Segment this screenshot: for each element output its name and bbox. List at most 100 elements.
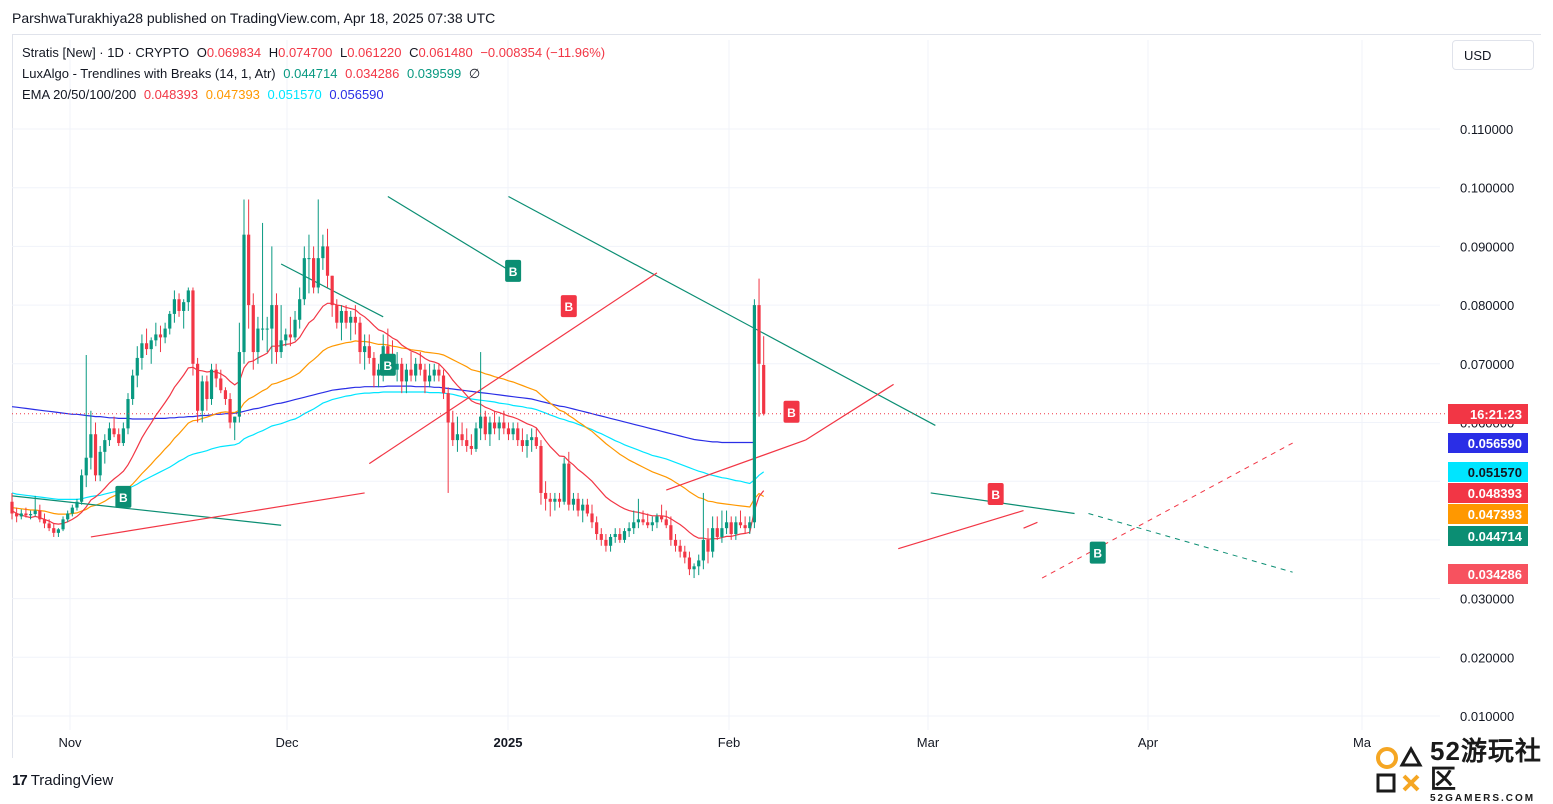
candle-body [650,522,654,526]
candle-body [270,305,274,329]
candle-body [492,422,497,429]
x-tick-label: Apr [1138,735,1159,750]
luxalgo-value-3: 0.039599 [406,66,462,81]
candle-body [715,528,719,537]
candle-body [646,522,650,526]
price-axis-label [1448,462,1528,482]
candle-body [618,534,622,540]
candle-body [284,334,288,341]
trendline [387,195,509,271]
watermark-title: 52游玩社区 [1430,735,1542,794]
candle-body [325,246,330,276]
candle-body [525,440,529,446]
candle-body [479,416,483,429]
trendline [898,509,1024,550]
candle-body [483,416,487,435]
candle-body [233,416,237,423]
candle-body [655,516,659,523]
candle-body [353,316,357,323]
candle-body [135,357,139,376]
candle-body [376,369,381,376]
candle-body [595,522,599,535]
break-marker-label: B [787,406,796,420]
candle-body [673,539,678,546]
candle-body [400,363,404,382]
candle-body [89,434,93,458]
ema-name[interactable]: EMA 20/50/100/200 [22,87,137,102]
trendline-projection [1088,513,1293,573]
candle-body [724,522,729,529]
break-marker [379,353,396,376]
x-tick-label: Mar [917,735,940,750]
candle-body [530,437,534,441]
luxalgo-name[interactable]: LuxAlgo - Trendlines with Breaks (14, 1,… [22,66,276,81]
currency-button[interactable]: USD [1452,40,1534,70]
candle-body [256,328,260,353]
ema100-value: 0.051570 [267,87,322,102]
candle-body [757,305,761,364]
candle-body [260,328,265,330]
symbol-name[interactable]: Stratis [New] · 1D · CRYPTO [22,45,190,60]
y-tick-label: 0.110000 [1460,122,1513,137]
candle-body [279,340,283,353]
candle-body [56,529,60,533]
candle-body [683,551,687,558]
tradingview-logo[interactable]: 17 TradingView [12,772,113,789]
luxalgo-value-4: ∅ [468,66,481,81]
candle-body [177,299,181,311]
legend-ema-row[interactable]: EMA 20/50/100/200 0.048393 0.047393 0.05… [22,87,388,102]
candle-body [678,545,682,552]
candle-body [112,428,116,435]
candle-body [107,428,112,441]
candle-body [608,536,613,546]
trendline-projection [1041,442,1293,579]
candle-body [372,357,376,376]
candle-body [748,522,752,529]
close-key: C [409,45,419,60]
candle-body [28,514,33,516]
y-tick-label: 0.090000 [1460,239,1514,254]
candle-body [553,498,557,502]
candle-body [441,375,446,394]
candle-body [488,422,492,435]
candle-body [465,440,469,446]
candle-body [581,504,585,511]
candle-body [636,519,640,523]
candle-body [70,507,74,514]
candle-body [349,316,353,323]
candle-body [339,310,344,323]
candle-body [302,258,306,300]
break-marker-label: B [119,491,128,505]
x-tick-label: Nov [58,735,82,750]
candle-body [19,513,23,517]
candle-body [502,422,506,429]
price-change: −0.008354 (−11.96%) [480,45,606,60]
candle-body [168,313,172,329]
high-key: H [268,45,279,60]
candle-body [274,305,279,353]
trendline [508,195,936,426]
break-marker-label: B [509,265,518,279]
candle-body [669,525,673,540]
candle-body [149,340,153,350]
candle-body [706,539,710,552]
candle-body [131,375,135,400]
candle-body [33,510,37,515]
candle-body [539,445,543,493]
legend-luxalgo-row[interactable]: LuxAlgo - Trendlines with Breaks (14, 1,… [22,66,484,82]
candle-body [697,560,701,567]
price-axis-label-text: 0.034286 [1468,567,1522,582]
ema200-value: 0.056590 [329,87,384,102]
luxalgo-value-2: 0.034286 [345,66,400,81]
candle-body [117,434,121,444]
tradingview-mark-icon: 17 [12,772,28,789]
candle-body [762,364,766,414]
candle-body [571,498,576,505]
candle-body [734,522,738,535]
price-axis-label [1448,564,1528,584]
legend-symbol-row[interactable]: Stratis [New] · 1D · CRYPTO O0.069834 H0… [22,45,609,60]
candle-body [242,234,246,353]
candle-body [75,501,79,508]
candle-body [52,528,56,533]
